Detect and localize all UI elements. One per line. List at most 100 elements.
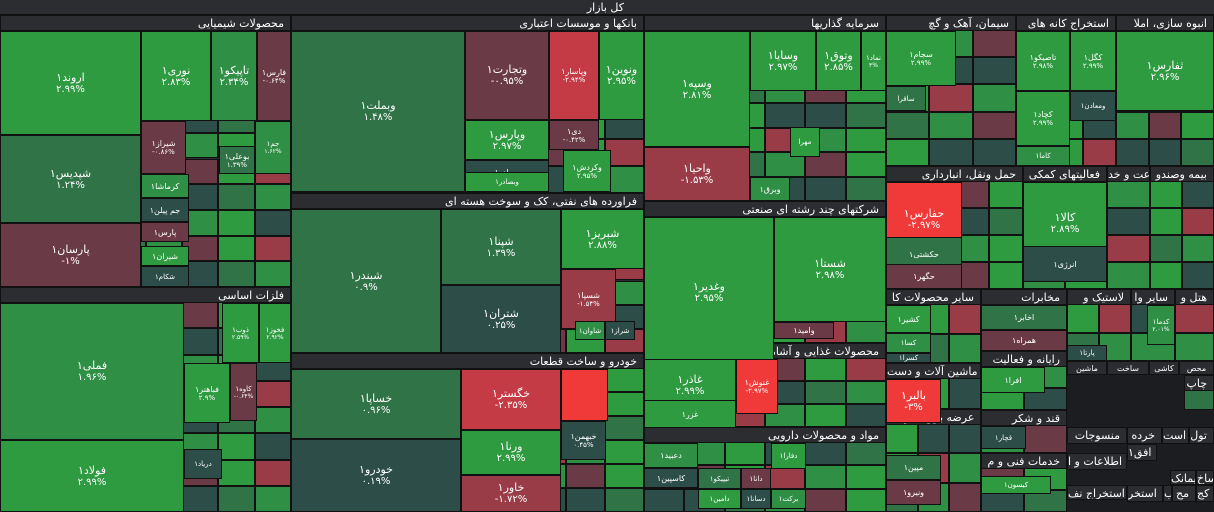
minor-stock-tile[interactable]	[805, 442, 846, 466]
sector-31[interactable]: منسوجات	[1067, 427, 1127, 444]
stock-tile[interactable]: اروند۱ ۲.۹۹%	[0, 31, 141, 135]
sector-32[interactable]: خرده	[1127, 427, 1162, 444]
minor-stock-tile[interactable]	[1182, 262, 1214, 289]
minor-stock-tile[interactable]	[1150, 181, 1182, 208]
stock-tile[interactable]: وامید۱	[774, 322, 834, 339]
stock-tile[interactable]: ونوین۱ ۲.۹۵%	[599, 31, 644, 120]
minor-stock-tile[interactable]	[929, 84, 973, 112]
minor-stock-tile[interactable]	[1182, 208, 1214, 235]
minor-stock-tile[interactable]	[949, 453, 981, 483]
minor-stock-tile[interactable]	[254, 261, 291, 287]
minor-stock-tile[interactable]	[181, 328, 219, 355]
stock-tile[interactable]: همراه۱	[981, 330, 1067, 351]
minor-stock-tile[interactable]	[254, 407, 291, 434]
minor-stock-tile[interactable]	[972, 84, 1016, 112]
stock-tile[interactable]: کاوه۱ -۰.۶۴%	[230, 363, 257, 421]
stock-tile[interactable]: کدما۱ ۲.۰۱%	[1147, 305, 1175, 345]
sector-35[interactable]: اطلاعات و ا	[1067, 453, 1127, 470]
stock-tile[interactable]: خساپا۱ ۰.۹۶%	[291, 369, 461, 439]
sector-39[interactable]: استخراج نف	[1067, 485, 1127, 500]
stock-tile[interactable]: شراز۱	[605, 321, 635, 340]
minor-stock-tile[interactable]	[845, 127, 886, 153]
minor-stock-tile[interactable]	[561, 369, 608, 421]
minor-stock-tile[interactable]	[1067, 304, 1099, 333]
minor-stock-tile[interactable]	[949, 378, 981, 409]
minor-stock-tile[interactable]	[845, 176, 886, 201]
stock-tile[interactable]: فملی۱ ۱.۹۶%	[0, 303, 184, 440]
minor-stock-tile[interactable]	[604, 440, 644, 464]
stock-tile[interactable]: جم۱ ۱.۶۲%	[255, 121, 291, 174]
minor-stock-tile[interactable]	[988, 262, 1023, 289]
stock-tile[interactable]: تیپیکو۱	[698, 468, 741, 489]
minor-stock-tile[interactable]	[604, 368, 644, 392]
stock-tile[interactable]: خاور۱ -۱.۷۲%	[461, 475, 561, 512]
stock-tile[interactable]: ثفارس۱ ۲.۹۶%	[1116, 31, 1214, 111]
minor-stock-tile[interactable]	[1107, 235, 1150, 262]
minor-stock-tile[interactable]	[1148, 111, 1182, 139]
minor-stock-tile[interactable]	[949, 424, 981, 454]
minor-stock-tile[interactable]	[972, 138, 1016, 166]
sector-38[interactable]: پیمانک	[1170, 470, 1196, 485]
minor-stock-tile[interactable]	[1099, 304, 1131, 333]
minor-stock-tile[interactable]	[565, 488, 605, 512]
stock-tile[interactable]: فخوز۱ ۲.۹۲%	[259, 303, 291, 363]
sector-36[interactable]: افق۱	[1127, 444, 1157, 461]
stock-tile[interactable]: وبرق۱	[750, 177, 790, 201]
stock-tile[interactable]: کشیر۱	[886, 305, 931, 333]
minor-stock-tile[interactable]	[972, 57, 1016, 85]
minor-stock-tile[interactable]	[1150, 235, 1182, 262]
minor-stock-tile[interactable]	[604, 488, 644, 512]
stock-tile[interactable]: خگستر۱ -۲.۳۵%	[461, 369, 561, 430]
minor-stock-tile[interactable]	[1107, 181, 1150, 208]
minor-stock-tile[interactable]	[1184, 390, 1214, 410]
minor-stock-tile[interactable]	[1024, 425, 1067, 453]
stock-tile[interactable]: پارس۱	[141, 222, 189, 242]
stock-tile[interactable]: وکردش۱ ۲.۹۵%	[563, 150, 611, 192]
minor-stock-tile[interactable]	[1150, 262, 1182, 289]
stock-tile[interactable]: مپین۱	[886, 455, 941, 480]
minor-stock-tile[interactable]	[805, 465, 846, 489]
stock-tile[interactable]: افرا۱	[981, 367, 1045, 393]
minor-stock-tile[interactable]	[972, 111, 1016, 139]
minor-stock-tile[interactable]	[254, 209, 291, 236]
minor-stock-tile[interactable]	[181, 485, 219, 512]
minor-stock-tile[interactable]	[1181, 111, 1214, 139]
stock-tile[interactable]: تاپیکو۱ ۲.۳۴%	[211, 31, 257, 121]
minor-stock-tile[interactable]	[254, 485, 291, 512]
stock-tile[interactable]: دامین۱	[698, 489, 741, 509]
minor-stock-tile[interactable]	[805, 358, 846, 381]
stock-tile[interactable]: غزر۱	[644, 400, 736, 428]
minor-stock-tile[interactable]	[988, 235, 1023, 262]
stock-tile[interactable]: قچار۱	[981, 426, 1026, 449]
minor-stock-tile[interactable]	[917, 424, 950, 454]
minor-stock-tile[interactable]	[845, 103, 886, 128]
stock-tile[interactable]: کسرا۱	[886, 353, 931, 363]
stock-tile[interactable]: سجام۱ ۲.۹۹%	[886, 31, 956, 86]
minor-stock-tile[interactable]	[845, 381, 886, 404]
stock-tile[interactable]: دعبید۱	[644, 443, 698, 468]
stock-tile[interactable]: دانا۱	[741, 468, 771, 489]
minor-stock-tile[interactable]	[1107, 208, 1150, 235]
stock-tile[interactable]: واحیا۱ -۱.۵۳%	[644, 147, 750, 201]
sector-33[interactable]: است	[1162, 427, 1189, 444]
minor-stock-tile[interactable]	[644, 488, 685, 512]
minor-stock-tile[interactable]	[254, 380, 291, 407]
stock-tile[interactable]: نماد۱ ۳%	[861, 31, 886, 91]
stock-tile[interactable]: کرماشا۱	[141, 174, 189, 198]
stock-tile[interactable]: ساقرا	[886, 86, 926, 111]
stock-tile[interactable]: شپدیس۱ ۱.۲۴%	[0, 135, 141, 223]
minor-stock-tile[interactable]	[845, 404, 886, 427]
stock-tile[interactable]: وسپه۱ ۲.۸۱%	[644, 31, 750, 147]
stock-tile[interactable]: بالبر۱ -۳%	[886, 379, 941, 423]
stock-tile[interactable]: شسپا۱ -۱.۵۴%	[561, 269, 616, 329]
minor-stock-tile[interactable]	[218, 209, 255, 236]
sector-42[interactable]: کج	[1196, 485, 1214, 502]
stock-tile[interactable]: خبهمن۱ ۰.۴۵%	[561, 421, 606, 460]
minor-stock-tile[interactable]	[805, 176, 846, 201]
minor-stock-tile[interactable]	[604, 165, 644, 193]
minor-stock-tile[interactable]	[1116, 138, 1149, 166]
minor-stock-tile[interactable]	[218, 485, 255, 512]
stock-tile[interactable]: ورنا۱ ۲.۹۹%	[461, 430, 561, 475]
minor-stock-tile[interactable]	[845, 488, 886, 512]
stock-tile[interactable]: جم پیلن۱	[141, 198, 189, 222]
